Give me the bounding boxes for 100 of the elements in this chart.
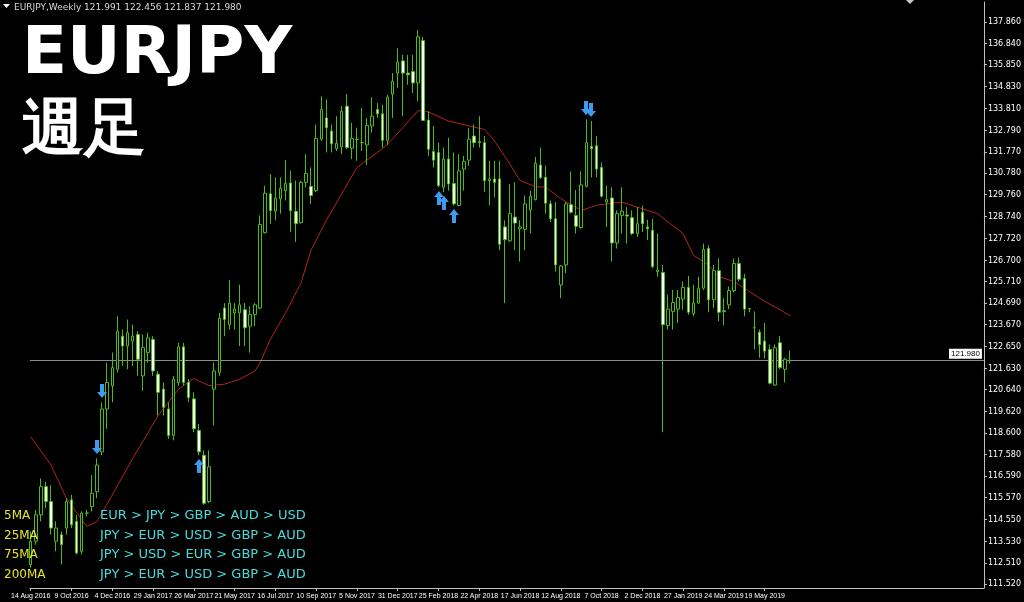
- candlestick: [554, 201, 557, 273]
- candlestick: [182, 342, 185, 387]
- candlestick: [172, 375, 175, 441]
- y-tick-label: 117.580: [987, 450, 1022, 460]
- y-tick-label: 130.780: [987, 168, 1022, 178]
- candlestick: [483, 135, 486, 193]
- candlestick: [223, 302, 226, 337]
- candlestick: [549, 199, 552, 223]
- candlestick: [121, 329, 124, 367]
- candlestick: [544, 165, 547, 215]
- annotation: EURJPY,Weekly 121.991 122.456 121.837 121.980: [14, 2, 242, 12]
- candlestick: [381, 104, 384, 149]
- y-tick-label: 125.710: [987, 276, 1022, 286]
- y-tick-label: 114.550: [987, 514, 1022, 524]
- candlestick: [340, 105, 343, 155]
- y-tick-label: 134.830: [987, 82, 1022, 92]
- candlestick: [131, 324, 134, 367]
- candlestick: [330, 123, 333, 153]
- y-tick-label: 131.770: [987, 147, 1022, 157]
- y-tick-label: 119.620: [987, 406, 1022, 416]
- y-tick-label: 111.520: [987, 579, 1022, 589]
- y-tick-label: 120.640: [987, 384, 1022, 394]
- candlestick: [697, 276, 700, 305]
- candlestick: [212, 362, 216, 426]
- y-tick-label: 118.600: [987, 428, 1022, 438]
- y-tick-label: 133.810: [987, 103, 1022, 113]
- candlestick: [325, 99, 328, 153]
- y-tick-label: 121.630: [987, 363, 1022, 373]
- candlestick: [692, 284, 695, 317]
- candlestick: [447, 137, 450, 192]
- candlestick: [595, 135, 598, 178]
- y-tick-label: 116.590: [987, 471, 1022, 481]
- candlestick: [534, 156, 537, 201]
- candlestick: [462, 155, 466, 192]
- candlestick: [427, 110, 430, 157]
- candlestick: [743, 273, 746, 317]
- candlestick: [197, 423, 201, 456]
- candlestick: [488, 160, 491, 206]
- candlestick: [391, 72, 394, 119]
- y-tick-label: 136.840: [987, 39, 1022, 49]
- candlestick: [192, 391, 196, 433]
- candlestick: [156, 370, 160, 417]
- candlestick: [386, 94, 389, 146]
- annotation: JPY > EUR > USD > GBP > AUD: [100, 526, 306, 542]
- y-tick-label: 135.850: [987, 60, 1022, 70]
- candlestick: [218, 312, 221, 377]
- candlestick: [442, 147, 445, 193]
- candlestick: [600, 161, 603, 198]
- y-tick-label: 124.690: [987, 298, 1022, 308]
- candlestick: [529, 190, 532, 235]
- candlestick: [763, 322, 766, 360]
- candlestick: [437, 142, 440, 188]
- candlestick: [284, 159, 287, 201]
- candlestick: [656, 233, 659, 278]
- candlestick: [167, 401, 170, 440]
- candlestick: [289, 170, 292, 233]
- chart-title: EURJPY: [22, 12, 293, 89]
- candlestick: [233, 302, 236, 331]
- candlestick: [320, 95, 323, 142]
- candlestick: [630, 209, 634, 236]
- candlestick: [95, 457, 99, 499]
- candlestick: [111, 352, 114, 403]
- candlestick: [65, 497, 68, 536]
- y-tick-label: 127.720: [987, 233, 1022, 243]
- annotation: 5MA: [4, 508, 31, 522]
- y-tick-label: 128.740: [987, 211, 1022, 221]
- candlestick: [758, 329, 761, 359]
- candlestick: [70, 494, 73, 529]
- candlestick: [641, 204, 644, 233]
- candlestick: [376, 102, 379, 119]
- candlestick: [493, 160, 496, 198]
- candlestick: [539, 147, 542, 180]
- candlestick: [432, 125, 435, 168]
- annotation: EUR > JPY > GBP > AUD > USD: [100, 507, 306, 522]
- candlestick: [590, 120, 593, 178]
- candlestick: [707, 244, 710, 313]
- y-tick-label: 132.790: [987, 125, 1022, 135]
- candlestick: [228, 279, 231, 331]
- candlestick: [753, 310, 756, 350]
- y-tick-label: 122.650: [987, 341, 1022, 351]
- candlestick: [162, 381, 165, 417]
- y-tick-label: 112.510: [987, 558, 1022, 568]
- candlestick: [636, 206, 639, 238]
- ref-line-label: 121.980: [951, 349, 981, 359]
- y-tick-label: 137.860: [987, 17, 1022, 27]
- candlestick: [80, 510, 83, 555]
- candlestick: [748, 307, 751, 313]
- candlestick: [116, 315, 119, 373]
- candlestick: [126, 319, 129, 370]
- candlestick: [478, 115, 481, 149]
- candlestick: [702, 243, 705, 291]
- y-tick-label: 113.530: [987, 536, 1022, 546]
- y-tick-label: 126.700: [987, 255, 1022, 265]
- candlestick: [646, 219, 649, 241]
- candlestick: [90, 474, 94, 512]
- candlestick: [605, 185, 608, 228]
- candlestick: [177, 342, 180, 387]
- candlestick: [335, 115, 338, 152]
- candlestick: [396, 47, 399, 89]
- candlestick: [687, 275, 690, 316]
